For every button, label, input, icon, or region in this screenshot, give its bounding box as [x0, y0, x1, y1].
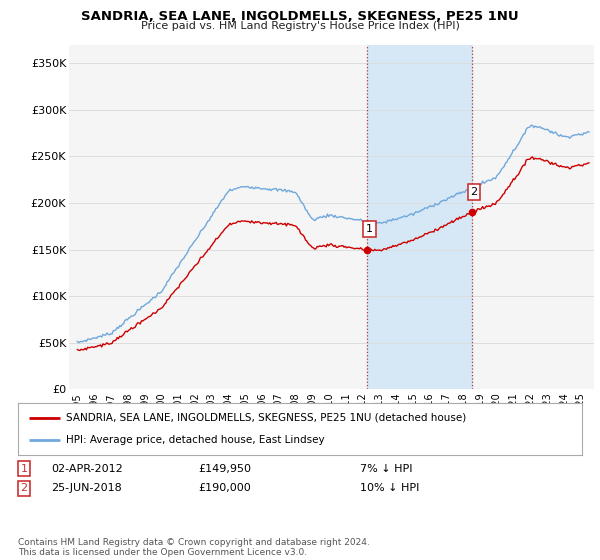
Text: 2: 2 — [20, 483, 28, 493]
Text: 02-APR-2012: 02-APR-2012 — [51, 464, 123, 474]
Text: 2: 2 — [470, 187, 478, 197]
Text: 7% ↓ HPI: 7% ↓ HPI — [360, 464, 413, 474]
Text: £149,950: £149,950 — [198, 464, 251, 474]
Text: 1: 1 — [20, 464, 28, 474]
Bar — [367, 45, 472, 389]
Text: £190,000: £190,000 — [198, 483, 251, 493]
Text: 25-JUN-2018: 25-JUN-2018 — [51, 483, 122, 493]
Text: Contains HM Land Registry data © Crown copyright and database right 2024.
This d: Contains HM Land Registry data © Crown c… — [18, 538, 370, 557]
Text: HPI: Average price, detached house, East Lindsey: HPI: Average price, detached house, East… — [66, 435, 325, 445]
Text: SANDRIA, SEA LANE, INGOLDMELLS, SKEGNESS, PE25 1NU (detached house): SANDRIA, SEA LANE, INGOLDMELLS, SKEGNESS… — [66, 413, 466, 423]
Text: 1: 1 — [366, 224, 373, 234]
Text: 10% ↓ HPI: 10% ↓ HPI — [360, 483, 419, 493]
Text: Price paid vs. HM Land Registry's House Price Index (HPI): Price paid vs. HM Land Registry's House … — [140, 21, 460, 31]
Text: SANDRIA, SEA LANE, INGOLDMELLS, SKEGNESS, PE25 1NU: SANDRIA, SEA LANE, INGOLDMELLS, SKEGNESS… — [81, 10, 519, 23]
